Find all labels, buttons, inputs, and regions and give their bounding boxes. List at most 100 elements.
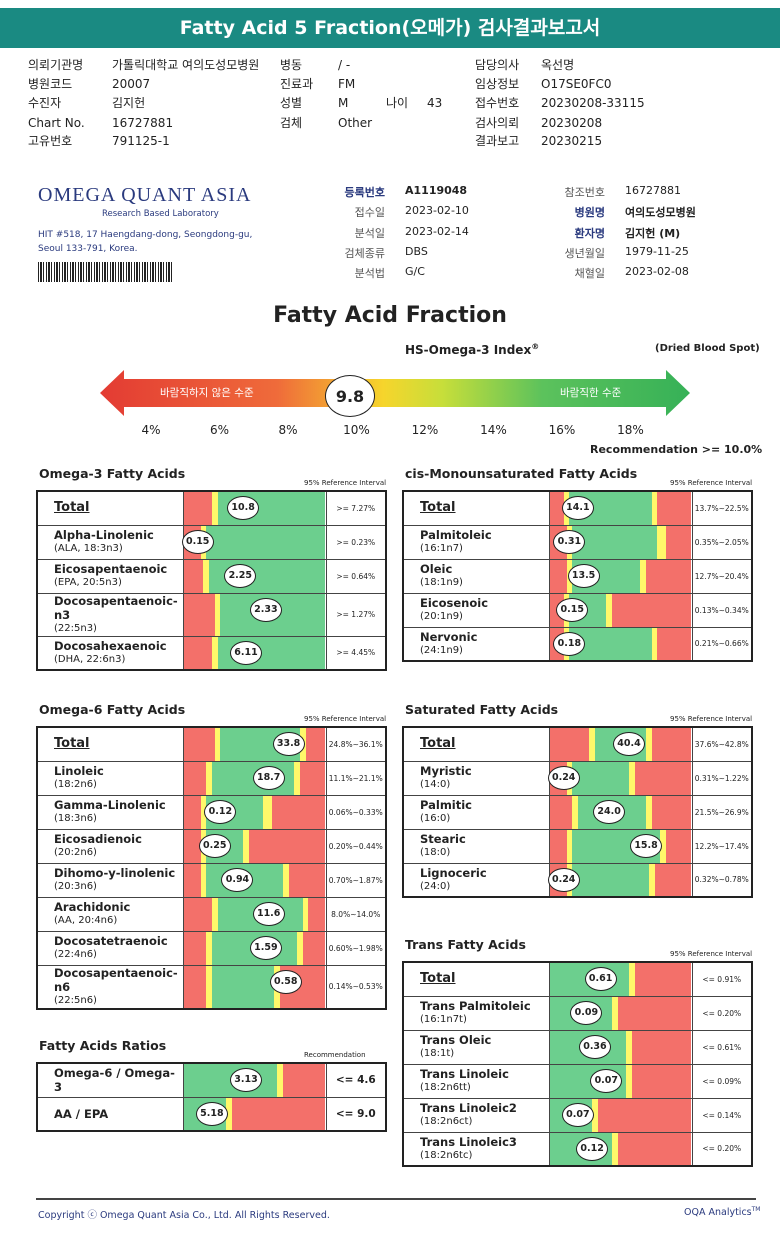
acid-subtitle: (20:2n6): [54, 847, 97, 858]
level-bar: 15.8: [548, 828, 693, 864]
acid-subtitle: (22:5n6): [54, 994, 97, 1006]
level-bar: 0.07: [548, 1063, 693, 1099]
zone-red: [183, 761, 207, 795]
level-bar: 0.12: [182, 794, 327, 830]
info-value: O17SE0FC0: [541, 77, 612, 91]
zone-yellow: [211, 492, 218, 525]
info-key: 임상정보: [475, 77, 520, 91]
barcode: [38, 262, 172, 282]
level-bar: 0.31: [548, 524, 693, 560]
acid-label: Eicosapentaenoic: [54, 562, 168, 576]
acid-subtitle: (18:0): [420, 847, 451, 858]
acid-name: Trans Oleic (18:1t): [402, 1029, 550, 1065]
table-row: Palmitoleic (16:1n7) 0.31 0.35%~2.05%: [402, 524, 753, 560]
acid-name: Total: [402, 490, 550, 526]
zone-yellow: [211, 636, 218, 669]
acid-subtitle: (18:1n9): [420, 577, 463, 588]
info-key: 의뢰기관명: [28, 58, 84, 72]
acid-name: Total: [36, 726, 184, 762]
reference-range: 0.60%~1.98%: [325, 930, 387, 966]
zone-red: [302, 931, 326, 965]
table-row: Trans Palmitoleic (16:1n7t) 0.09 <= 0.20%: [402, 995, 753, 1031]
zone-red: [617, 1132, 692, 1165]
acid-name: Omega-6 / Omega-3: [36, 1062, 184, 1098]
scale-tick: 4%: [141, 423, 161, 437]
info-key: 검사의뢰: [475, 116, 520, 130]
result-value: 3.13: [229, 1068, 262, 1092]
reg-key: 병원명: [574, 206, 605, 219]
acid-label: Myristic: [420, 764, 472, 778]
reference-range: >= 4.45%: [325, 635, 387, 671]
info-value: 20007: [112, 77, 151, 91]
zone-red: [183, 965, 207, 1008]
acid-subtitle: (ALA, 18:3n3): [54, 543, 123, 554]
acid-label: Trans Palmitoleic: [420, 999, 531, 1013]
zone-yellow: [611, 1132, 618, 1165]
result-value: 0.94: [221, 867, 254, 892]
table-row: Eicosadienoic (20:2n6) 0.25 0.20%~0.44%: [36, 828, 387, 864]
table-row: Total 33.8 24.8%~36.1%: [36, 726, 387, 762]
table-row: Myristic (14:0) 0.24 0.31%~1.22%: [402, 760, 753, 796]
acid-name: Total: [402, 726, 550, 762]
index-gradient-arrow: [100, 370, 690, 416]
zone-red: [248, 829, 326, 863]
zone-yellow: [282, 863, 289, 897]
reg-key: 참조번호: [564, 186, 605, 199]
zone-yellow: [611, 996, 618, 1030]
zone-yellow: [211, 897, 218, 931]
result-value: 1.59: [249, 935, 282, 960]
acid-name: Trans Palmitoleic (16:1n7t): [402, 995, 550, 1031]
reference-interval-label: 95% Reference Interval: [670, 479, 753, 487]
result-value: 14.1: [561, 496, 594, 520]
result-value: 0.09: [570, 1000, 603, 1025]
zone-yellow: [302, 897, 309, 931]
reg-value: 2023-02-14: [405, 225, 469, 238]
acid-label: Total: [420, 500, 456, 516]
zone-yellow: [651, 492, 658, 525]
zone-yellow: [651, 627, 658, 660]
result-value: 40.4: [613, 732, 646, 756]
acid-label: Trans Linoleic2: [420, 1101, 517, 1115]
reference-interval-label: 95% Reference Interval: [304, 715, 387, 723]
table-row: Total 40.4 37.6%~42.8%: [402, 726, 753, 762]
result-value: 0.61: [584, 967, 617, 991]
zone-red: [665, 525, 692, 559]
acid-subtitle: (16:0): [420, 813, 451, 824]
acid-subtitle: (18:3n6): [54, 813, 97, 824]
reg-key: 분석일: [354, 227, 385, 240]
fatty-acid-table: Total 14.1 13.7%~22.5% Palmitoleic (16:1n7) 0…: [402, 490, 753, 662]
scale-tick: 8%: [278, 423, 298, 437]
table-row: Stearic (18:0) 15.8 12.2%~17.4%: [402, 828, 753, 864]
reference-interval-label: 95% Reference Interval: [304, 479, 387, 487]
result-value: 13.5: [567, 563, 600, 588]
acid-label: Docosatetraenoic: [54, 934, 168, 948]
reg-value: DBS: [405, 245, 428, 258]
table-row: Palmitic (16:0) 24.0 21.5%~26.9%: [402, 794, 753, 830]
reference-range: 0.13%~0.34%: [691, 592, 753, 628]
acid-name: Docosahexaenoic (DHA, 22:6n3): [36, 635, 184, 671]
acid-label: Dihomo-y-linolenic: [54, 866, 176, 880]
acid-label: Total: [54, 500, 90, 516]
zone-yellow: [646, 728, 652, 761]
level-bar: 1.59: [182, 930, 327, 966]
acid-name: Linoleic (18:2n6): [36, 760, 184, 796]
acid-subtitle: (16:1n7t): [420, 1014, 467, 1025]
zone-yellow: [646, 795, 652, 829]
table-row: Oleic (18:1n9) 13.5 12.7%~20.4%: [402, 558, 753, 594]
level-bar: 10.8: [182, 490, 327, 526]
info-key: 수진자: [28, 96, 62, 110]
fatty-acid-table: Total 33.8 24.8%~36.1% Linoleic (18:2n6) 18.7…: [36, 726, 387, 1010]
result-value: 0.31: [553, 529, 586, 554]
acid-name: Trans Linoleic2 (18:2n6ct): [402, 1097, 550, 1133]
level-bar: 40.4: [548, 726, 693, 762]
reference-range: >= 0.64%: [325, 558, 387, 594]
info-value: FM: [338, 77, 356, 91]
acid-name: Docosapentaenoic-n3 (22:5n3): [36, 592, 184, 637]
acid-name: Eicosapentaenoic (EPA, 20:5n3): [36, 558, 184, 594]
info-value: 옥선명: [541, 58, 575, 72]
table-row: Docosapentaenoic-n6 (22:5n6) 0.58 0.14%~0.5…: [36, 964, 387, 1009]
scale-tick: 10%: [343, 423, 370, 437]
reference-range: <= 4.6: [325, 1062, 387, 1098]
zone-yellow: [206, 761, 212, 795]
acid-label: Total: [420, 971, 456, 987]
